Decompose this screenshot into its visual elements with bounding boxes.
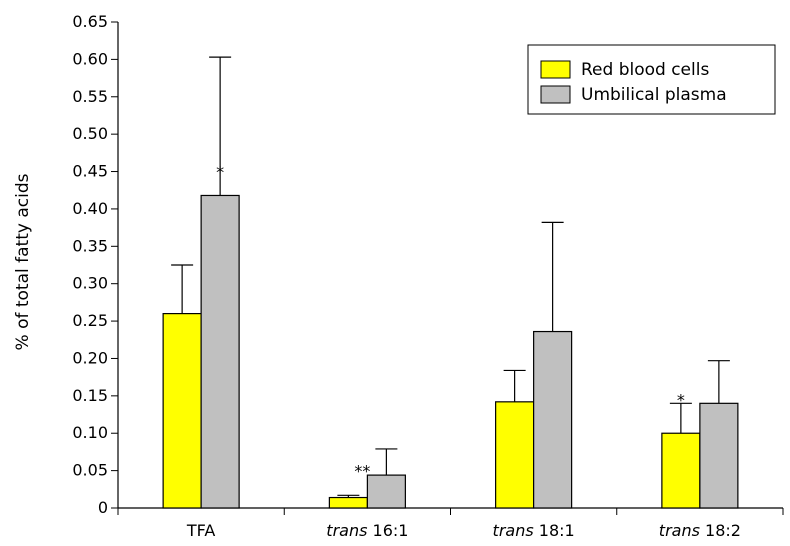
category-prefix: trans — [659, 521, 700, 540]
category-prefix: trans — [493, 521, 534, 540]
y-axis: 0 0.05 0.10 0.15 0.20 0.25 0.30 0.35 0.40 0.45 0.5… — [72, 12, 119, 517]
legend-label-red-blood-cells: Red blood cells — [581, 60, 709, 80]
x-axis: TFA trans 16:1 trans 18:1 trans 18:2 — [117, 507, 784, 540]
y-axis-title: % of total fatty acids — [13, 173, 33, 350]
bar-red-blood-cells — [162, 313, 202, 509]
y-tick-label: 0.15 — [72, 386, 108, 405]
significance-marker: * — [216, 162, 224, 181]
y-tick-label: 0.40 — [72, 199, 108, 218]
category-suffix: 18:2 — [700, 521, 741, 540]
y-tick-label: 0.35 — [72, 236, 108, 255]
legend-swatch-red-blood-cells — [540, 60, 571, 79]
x-category-label: trans 18:1 — [493, 521, 575, 540]
legend-label-umbilical-plasma: Umbilical plasma — [581, 85, 727, 105]
annotations: **** — [216, 162, 685, 480]
significance-marker: * — [677, 390, 685, 409]
x-category-label: trans 18:2 — [659, 521, 741, 540]
category-suffix: 18:1 — [534, 521, 575, 540]
bar-umbilical-plasma — [200, 194, 240, 509]
bar-red-blood-cells — [328, 496, 368, 509]
y-tick-label: 0.45 — [72, 162, 108, 181]
bar-red-blood-cells — [495, 401, 535, 509]
significance-marker: ** — [354, 462, 370, 481]
y-tick-label: 0.25 — [72, 311, 108, 330]
y-tick-label: 0.55 — [72, 87, 108, 106]
category-prefix: trans — [326, 521, 367, 540]
y-tick-label: 0 — [98, 498, 108, 517]
legend-swatch-umbilical-plasma — [540, 85, 571, 104]
category-suffix: TFA — [186, 521, 216, 540]
y-tick-label: 0.30 — [72, 274, 108, 293]
y-tick-label: 0.60 — [72, 49, 108, 68]
error-bars — [171, 56, 730, 498]
legend: Red blood cells Umbilical plasma — [527, 44, 776, 115]
bars — [162, 194, 739, 509]
category-suffix: 16:1 — [367, 521, 408, 540]
y-tick-label: 0.05 — [72, 461, 108, 480]
bar-umbilical-plasma — [533, 330, 573, 509]
y-tick-label: 0.65 — [72, 12, 108, 31]
bar-red-blood-cells — [661, 432, 701, 509]
y-tick-label: 0.10 — [72, 423, 108, 442]
bar-umbilical-plasma — [366, 474, 406, 509]
x-category-label: TFA — [186, 521, 216, 540]
y-tick-label: 0.50 — [72, 124, 108, 143]
y-tick-label: 0.20 — [72, 348, 108, 367]
bar-umbilical-plasma — [699, 402, 739, 509]
x-category-label: trans 16:1 — [326, 521, 408, 540]
